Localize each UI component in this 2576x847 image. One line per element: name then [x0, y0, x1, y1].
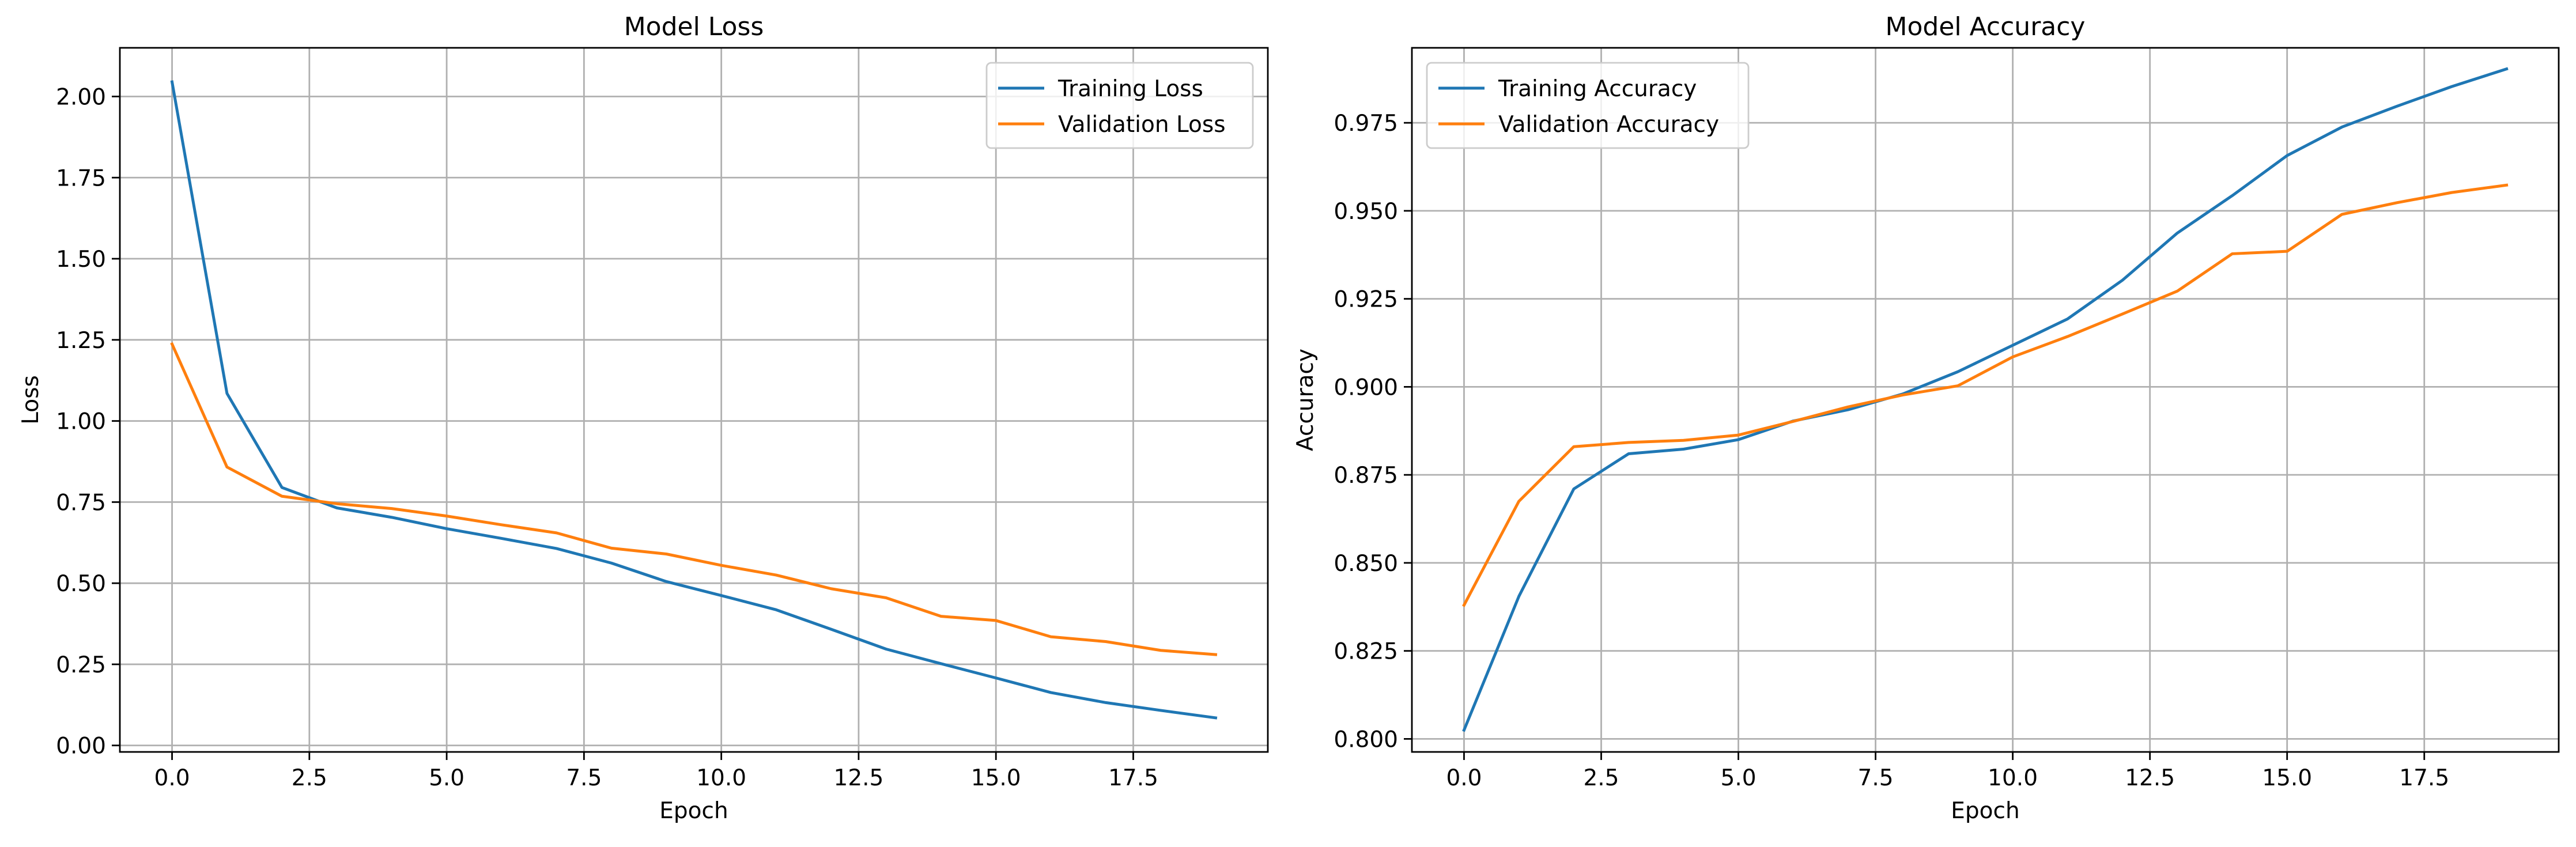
- y-tick-label: 0.850: [1334, 551, 1398, 577]
- y-axis-label: Loss: [18, 375, 44, 425]
- legend: Training Loss Validation Loss: [985, 62, 1254, 149]
- y-tick-label: 0.75: [56, 490, 106, 516]
- chart-title: Model Accuracy: [1886, 12, 2086, 41]
- y-tick-label: 0.825: [1334, 639, 1398, 665]
- plot-frame: [1411, 47, 2560, 753]
- legend: Training Accuracy Validation Accuracy: [1426, 62, 1750, 149]
- y-tick-label: 1.50: [56, 247, 106, 273]
- legend-box: [1426, 62, 1750, 149]
- x-tick-label: 7.5: [566, 765, 602, 791]
- y-tick-label: 0.875: [1334, 463, 1398, 489]
- y-tick-label: 0.50: [56, 571, 106, 597]
- y-tick-label: 1.00: [56, 409, 106, 435]
- plot-frame: [119, 47, 1269, 753]
- y-tick-label: 0.25: [56, 652, 106, 678]
- series-line-training-accuracy: [1462, 67, 2509, 732]
- chart-title: Model Loss: [624, 12, 764, 41]
- x-tick-label: 12.5: [834, 765, 884, 791]
- x-tick-label: 15.0: [2262, 765, 2312, 791]
- x-tick-label: 5.0: [1721, 765, 1757, 791]
- x-tick-label: 15.0: [971, 765, 1021, 791]
- y-tick-label: 0.975: [1334, 111, 1398, 137]
- chart-accuracy: 0.0 2.5 5.0 7.5 10.0 12.5 15.0 17.5 0.800 0.825 0.…: [1293, 12, 2560, 824]
- x-tick-label: 7.5: [1858, 765, 1894, 791]
- x-axis-label: Epoch: [1951, 798, 2019, 824]
- x-tick-label: 2.5: [1583, 765, 1619, 791]
- y-tick-label: 1.75: [56, 165, 106, 191]
- y-tick-label: 0.900: [1334, 375, 1398, 400]
- x-tick-label: 17.5: [1108, 765, 1158, 791]
- y-tick-label: 1.25: [56, 328, 106, 354]
- x-tick-label: 12.5: [2125, 765, 2175, 791]
- y-tick-label: 2.00: [56, 84, 106, 110]
- y-tick-label: 0.800: [1334, 727, 1398, 753]
- y-tick-label: 0.925: [1334, 287, 1398, 313]
- legend-entry: Training Accuracy: [1498, 76, 1697, 102]
- series-line-validation-accuracy: [1462, 183, 2509, 607]
- x-tick-label: 17.5: [2399, 765, 2449, 791]
- x-axis-label: Epoch: [659, 798, 728, 824]
- x-tick-label: 5.0: [429, 765, 464, 791]
- x-tick-label: 0.0: [1446, 765, 1482, 791]
- x-tick-label: 2.5: [292, 765, 327, 791]
- y-tick-label: 0.950: [1334, 199, 1398, 225]
- x-tick-label: 0.0: [154, 765, 190, 791]
- series-line-validation-loss: [170, 342, 1218, 656]
- legend-box: [985, 62, 1254, 149]
- x-tick-label: 10.0: [1988, 765, 2038, 791]
- legend-entry: Training Loss: [1057, 76, 1203, 102]
- chart-loss: 0.0 2.5 5.0 7.5 10.0 12.5 15.0 17.5 0.00 0.25 0.50…: [18, 12, 1269, 824]
- legend-entry: Validation Accuracy: [1498, 112, 1719, 138]
- series-line-training-loss: [170, 80, 1218, 720]
- x-tick-label: 10.0: [696, 765, 746, 791]
- y-tick-label: 0.00: [56, 733, 106, 759]
- legend-entry: Validation Loss: [1058, 112, 1226, 138]
- y-axis-label: Accuracy: [1293, 349, 1319, 451]
